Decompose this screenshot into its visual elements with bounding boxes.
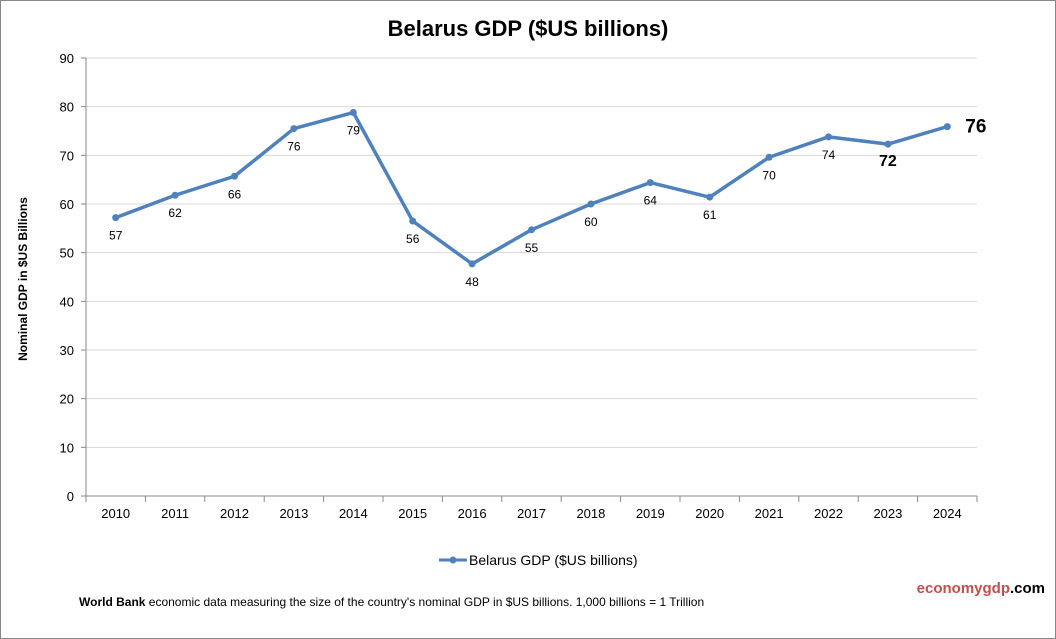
- data-label: 56: [406, 232, 420, 246]
- y-tick-label: 60: [60, 197, 74, 212]
- x-tick-label: 2016: [458, 506, 487, 521]
- y-tick-label: 50: [60, 246, 74, 261]
- x-tick-label: 2010: [101, 506, 130, 521]
- legend: Belarus GDP ($US billions): [439, 552, 638, 568]
- data-label: 62: [168, 206, 182, 220]
- y-tick-label: 30: [60, 343, 74, 358]
- source-text: economic data measuring the size of the …: [145, 595, 705, 609]
- data-label: 55: [525, 241, 539, 255]
- y-axis-label: Nominal GDP in $US Billions: [16, 197, 30, 361]
- data-label: 79: [347, 124, 361, 138]
- brand-part2: .com: [1009, 580, 1045, 597]
- x-tick-label: 2013: [279, 506, 308, 521]
- data-point: [706, 193, 714, 201]
- x-tick-label: 2014: [339, 506, 368, 521]
- source-name: World Bank: [79, 595, 146, 609]
- x-tick-label: 2011: [161, 506, 189, 521]
- data-label: 61: [703, 208, 717, 222]
- data-label: 76: [965, 117, 986, 138]
- data-point: [646, 179, 654, 187]
- data-point: [349, 109, 357, 117]
- data-label: 76: [287, 140, 301, 154]
- y-tick-label: 70: [60, 148, 74, 163]
- x-tick-label: 2024: [933, 506, 962, 521]
- x-tick-label: 2012: [220, 506, 249, 521]
- data-label: 48: [465, 275, 479, 289]
- y-tick-label: 0: [67, 489, 74, 504]
- data-point: [409, 217, 417, 225]
- brand-logo[interactable]: economygdp.com: [917, 580, 1045, 597]
- data-point: [884, 140, 892, 148]
- legend-marker: [449, 556, 457, 564]
- footer-note: World Bank economic data measuring the s…: [79, 595, 704, 609]
- chart-title: Belarus GDP ($US billions): [388, 16, 669, 41]
- data-point: [231, 172, 238, 180]
- data-label: 57: [109, 229, 123, 243]
- data-point: [587, 200, 595, 208]
- data-point: [943, 123, 951, 131]
- data-point: [825, 133, 832, 141]
- data-point: [468, 260, 476, 268]
- data-label: 60: [584, 215, 598, 229]
- x-tick-label: 2018: [576, 506, 605, 521]
- legend-label: Belarus GDP ($US billions): [469, 552, 638, 568]
- x-tick-label: 2019: [636, 506, 665, 521]
- data-point: [765, 153, 773, 161]
- data-point: [171, 191, 179, 199]
- x-tick-label: 2023: [873, 506, 902, 521]
- x-tick-label: 2020: [695, 506, 724, 521]
- y-tick-label: 90: [60, 51, 74, 66]
- data-point: [528, 226, 535, 234]
- y-tick-label: 40: [60, 294, 74, 309]
- data-label: 64: [644, 194, 658, 208]
- x-tick-label: 2015: [398, 506, 427, 521]
- data-label: 66: [228, 187, 242, 201]
- y-tick-label: 80: [60, 100, 74, 115]
- y-tick-label: 20: [60, 392, 74, 407]
- data-point: [112, 214, 120, 222]
- brand-part1: economygdp: [916, 580, 1010, 597]
- x-tick-label: 2022: [814, 506, 843, 521]
- data-point: [290, 125, 298, 133]
- x-tick-label: 2021: [755, 506, 784, 521]
- data-label: 70: [762, 168, 776, 182]
- data-label: 74: [822, 148, 836, 162]
- data-label: 72: [879, 153, 897, 170]
- y-tick-label: 10: [60, 440, 74, 455]
- x-tick-label: 2017: [517, 506, 546, 521]
